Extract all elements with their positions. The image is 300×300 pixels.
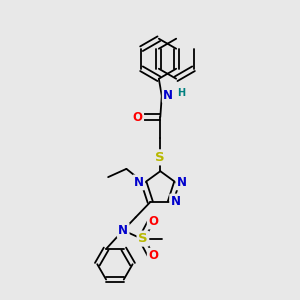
- Text: O: O: [133, 110, 142, 124]
- Text: S: S: [155, 151, 165, 164]
- Text: H: H: [177, 88, 185, 98]
- Text: O: O: [148, 215, 158, 228]
- Text: N: N: [177, 176, 187, 189]
- Text: N: N: [134, 176, 144, 189]
- Text: N: N: [163, 89, 173, 102]
- Text: S: S: [138, 232, 148, 245]
- Text: N: N: [171, 195, 181, 208]
- Text: O: O: [148, 249, 158, 262]
- Text: N: N: [118, 224, 128, 237]
